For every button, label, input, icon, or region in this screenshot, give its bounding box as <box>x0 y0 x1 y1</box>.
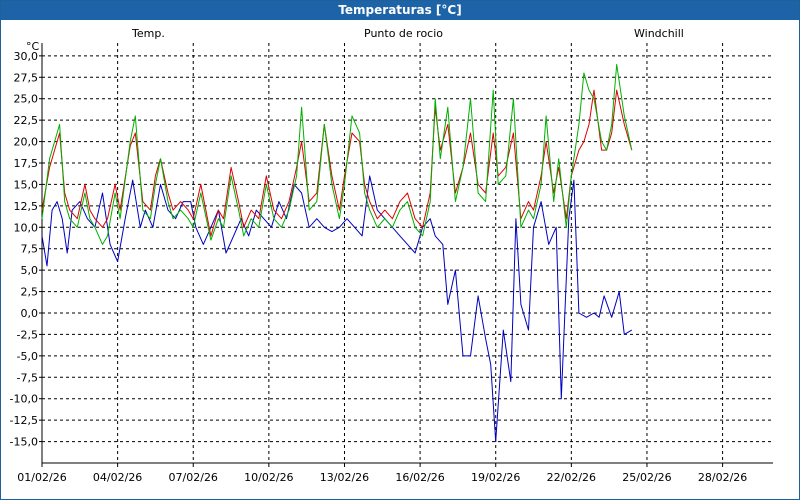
x-tick-label: 25/02/26 <box>622 471 671 484</box>
legend-windchill: Windchill <box>634 27 684 40</box>
x-tick-label: 19/02/26 <box>471 471 520 484</box>
y-tick-label: -15,0 <box>10 436 38 449</box>
series-line-punto-de-rocio <box>41 175 633 443</box>
x-tick-label: 07/02/26 <box>169 471 218 484</box>
series-line-windchill <box>41 63 633 245</box>
x-tick-label: 16/02/26 <box>395 471 444 484</box>
y-unit-label: °C <box>26 40 40 53</box>
y-tick-label: 27,5 <box>14 71 39 84</box>
y-tick-label: -2,5 <box>17 328 38 341</box>
y-tick-label: 7,5 <box>21 243 39 256</box>
x-tick-label: 28/02/26 <box>698 471 747 484</box>
x-tick-label: 01/02/26 <box>17 471 66 484</box>
y-tick-label: 20,0 <box>14 136 39 149</box>
window-title: Temperaturas [°C] <box>1 1 799 20</box>
x-tick-label: 22/02/26 <box>547 471 596 484</box>
y-tick-label: 22,5 <box>14 114 39 127</box>
y-tick-label: 25,0 <box>14 93 39 106</box>
x-tick-label: 13/02/26 <box>320 471 369 484</box>
y-tick-label: 10,0 <box>14 221 39 234</box>
y-tick-label: 0,0 <box>21 307 39 320</box>
y-tick-label: 30,0 <box>14 50 39 63</box>
y-tick-label: 17,5 <box>14 157 39 170</box>
y-tick-label: -5,0 <box>17 350 38 363</box>
x-tick-label: 04/02/26 <box>93 471 142 484</box>
y-tick-label: -7,5 <box>17 371 38 384</box>
legend-punto-de-rocio: Punto de rocio <box>364 27 444 40</box>
x-tick-label: 10/02/26 <box>244 471 293 484</box>
legend-temp: Temp. <box>132 27 165 40</box>
y-tick-label: 15,0 <box>14 178 39 191</box>
y-tick-label: 5,0 <box>21 264 39 277</box>
y-tick-label: -10,0 <box>10 393 38 406</box>
y-tick-label: 2,5 <box>21 286 39 299</box>
y-tick-label: 12,5 <box>14 200 39 213</box>
y-tick-label: -12,5 <box>10 414 38 427</box>
